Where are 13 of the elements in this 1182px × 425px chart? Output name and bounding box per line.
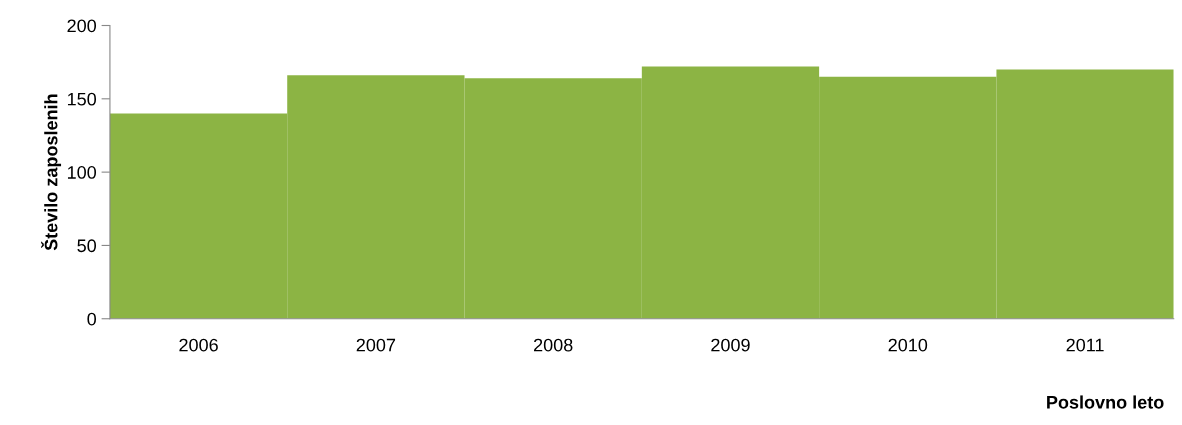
x-tick-label: 2010 — [888, 338, 928, 352]
y-tick-label: 200 — [67, 19, 97, 33]
y-tick-label: 0 — [87, 312, 97, 326]
y-axis-title: Število zaposlenih — [41, 94, 62, 251]
y-tick-label: 100 — [67, 166, 97, 179]
y-tick-label: 150 — [67, 92, 97, 106]
x-tick-label: 2006 — [179, 338, 218, 352]
x-tick-label: 2007 — [356, 338, 396, 352]
x-tick-label: 2009 — [711, 338, 750, 352]
x-tick-label: 2011 — [1066, 338, 1104, 352]
x-axis-title: Poslovno leto — [1047, 395, 1164, 409]
x-tick-label: 2008 — [534, 338, 573, 352]
y-tick-label: 50 — [77, 239, 97, 253]
